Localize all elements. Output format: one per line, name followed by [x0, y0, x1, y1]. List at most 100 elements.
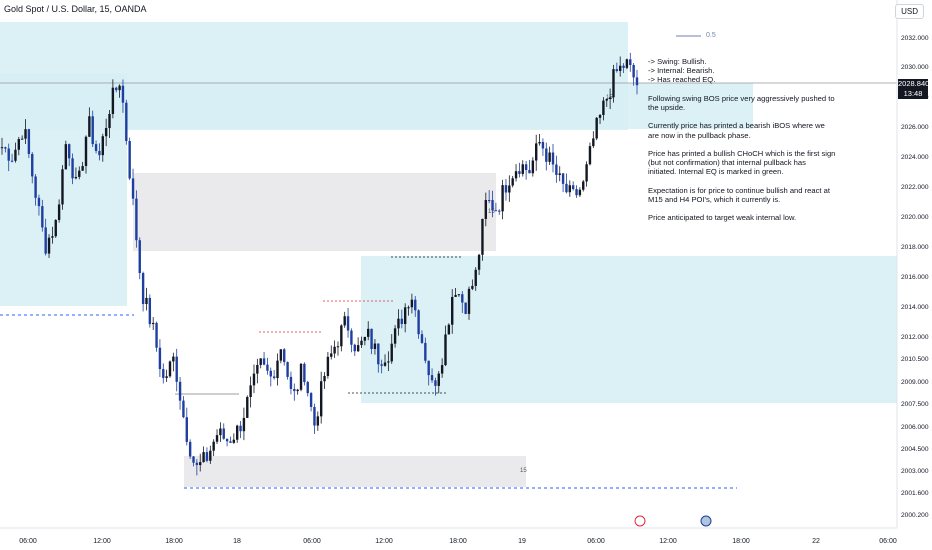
- candle-body: [407, 307, 410, 309]
- candle-body: [424, 342, 427, 361]
- candle-body: [309, 393, 313, 407]
- candle-body: [380, 364, 383, 366]
- candle-body: [71, 158, 74, 179]
- candle-body: [266, 364, 269, 371]
- candle-body: [24, 129, 27, 139]
- x-tick-label: 06:00: [587, 538, 605, 545]
- candle-body: [393, 328, 397, 344]
- candle-body: [440, 365, 444, 374]
- y-tick-label: 2026.000: [901, 124, 929, 131]
- candle-body: [451, 296, 454, 325]
- candles-group: [0, 52, 639, 476]
- candle-body: [491, 200, 494, 211]
- x-tick-label: 18:00: [449, 538, 467, 545]
- candle-body: [353, 344, 356, 352]
- candle-body: [115, 87, 118, 91]
- candle-body: [269, 370, 272, 377]
- candle-body: [0, 147, 4, 149]
- note-paragraph: Currently price has printed a bearish iB…: [648, 121, 825, 140]
- economic-event-icon: [634, 515, 646, 527]
- y-tick-label: 2000.200: [901, 512, 929, 519]
- candle-body: [437, 373, 440, 386]
- box-timeframe-label: 15: [520, 468, 527, 474]
- candle-body: [10, 160, 14, 162]
- candle-body: [619, 65, 622, 72]
- candle-body: [192, 456, 195, 463]
- candle-body: [168, 361, 172, 377]
- candle-body: [246, 397, 249, 418]
- candle-body: [498, 210, 501, 212]
- candle-body: [477, 254, 481, 270]
- candle-body: [148, 297, 152, 325]
- candle-body: [622, 65, 625, 68]
- candle-body: [447, 324, 451, 335]
- candle-body: [390, 343, 393, 362]
- candle-body: [178, 381, 182, 401]
- candle-body: [454, 294, 457, 297]
- candle-body: [141, 273, 145, 304]
- currency-button[interactable]: USD: [895, 4, 924, 19]
- candle-body: [330, 353, 333, 357]
- bar-countdown: 13:48: [903, 89, 923, 98]
- candle-body: [377, 343, 380, 365]
- candle-body: [205, 452, 209, 461]
- candle-body: [128, 140, 131, 179]
- candle-body: [578, 189, 582, 196]
- candle-body: [326, 356, 330, 376]
- candle-body: [303, 363, 306, 383]
- candle-body: [111, 87, 115, 114]
- candle-body: [37, 197, 41, 207]
- x-tick-label: 18: [233, 538, 241, 545]
- candle-body: [373, 343, 377, 349]
- candle-body: [14, 149, 17, 161]
- candle-body: [514, 171, 518, 179]
- candle-body: [91, 116, 94, 145]
- candle-body: [78, 170, 81, 177]
- candle-body: [209, 450, 212, 461]
- candle-body: [225, 438, 229, 442]
- candle-body: [195, 462, 199, 466]
- candle-body: [256, 364, 259, 374]
- candle-body: [276, 360, 279, 379]
- candle-body: [535, 143, 538, 161]
- candle-body: [104, 128, 108, 137]
- candle-body: [175, 356, 178, 382]
- internal-supply-zone: [127, 83, 753, 129]
- candle-body: [31, 153, 34, 177]
- candle-body: [511, 178, 514, 186]
- candle-body: [615, 69, 619, 72]
- candle-body: [283, 349, 286, 363]
- candle-body: [242, 417, 246, 432]
- us-flag-event-icon: [700, 515, 712, 527]
- candle-body: [605, 99, 608, 101]
- candle-body: [138, 240, 141, 274]
- candle-body: [81, 166, 84, 171]
- candle-body: [27, 129, 31, 154]
- candle-body: [356, 345, 360, 352]
- candle-body: [367, 328, 370, 337]
- candle-body: [316, 416, 320, 426]
- candle-body: [289, 376, 293, 389]
- candle-body: [4, 147, 7, 149]
- candle-body: [151, 322, 155, 325]
- candle-body: [121, 85, 125, 103]
- candle-body: [222, 428, 225, 439]
- x-tick-label: 12:00: [659, 538, 677, 545]
- candle-body: [336, 346, 340, 348]
- candle-body: [319, 381, 323, 417]
- candle-body: [67, 144, 71, 159]
- candle-body: [235, 425, 239, 440]
- candle-body: [323, 375, 326, 382]
- candle-body: [501, 185, 504, 212]
- candle-body: [434, 380, 437, 386]
- x-tick-label: 22: [812, 538, 820, 545]
- candle-body: [346, 316, 350, 331]
- candle-body: [363, 336, 367, 341]
- candle-body: [504, 185, 508, 193]
- x-tick-label: 18:00: [732, 538, 750, 545]
- candle-body: [182, 400, 185, 418]
- candle-body: [64, 144, 68, 170]
- candle-body: [417, 310, 420, 335]
- candle-body: [427, 360, 430, 376]
- analysis-notes: -> Swing: Bullish. -> Internal: Bearish.…: [648, 57, 836, 232]
